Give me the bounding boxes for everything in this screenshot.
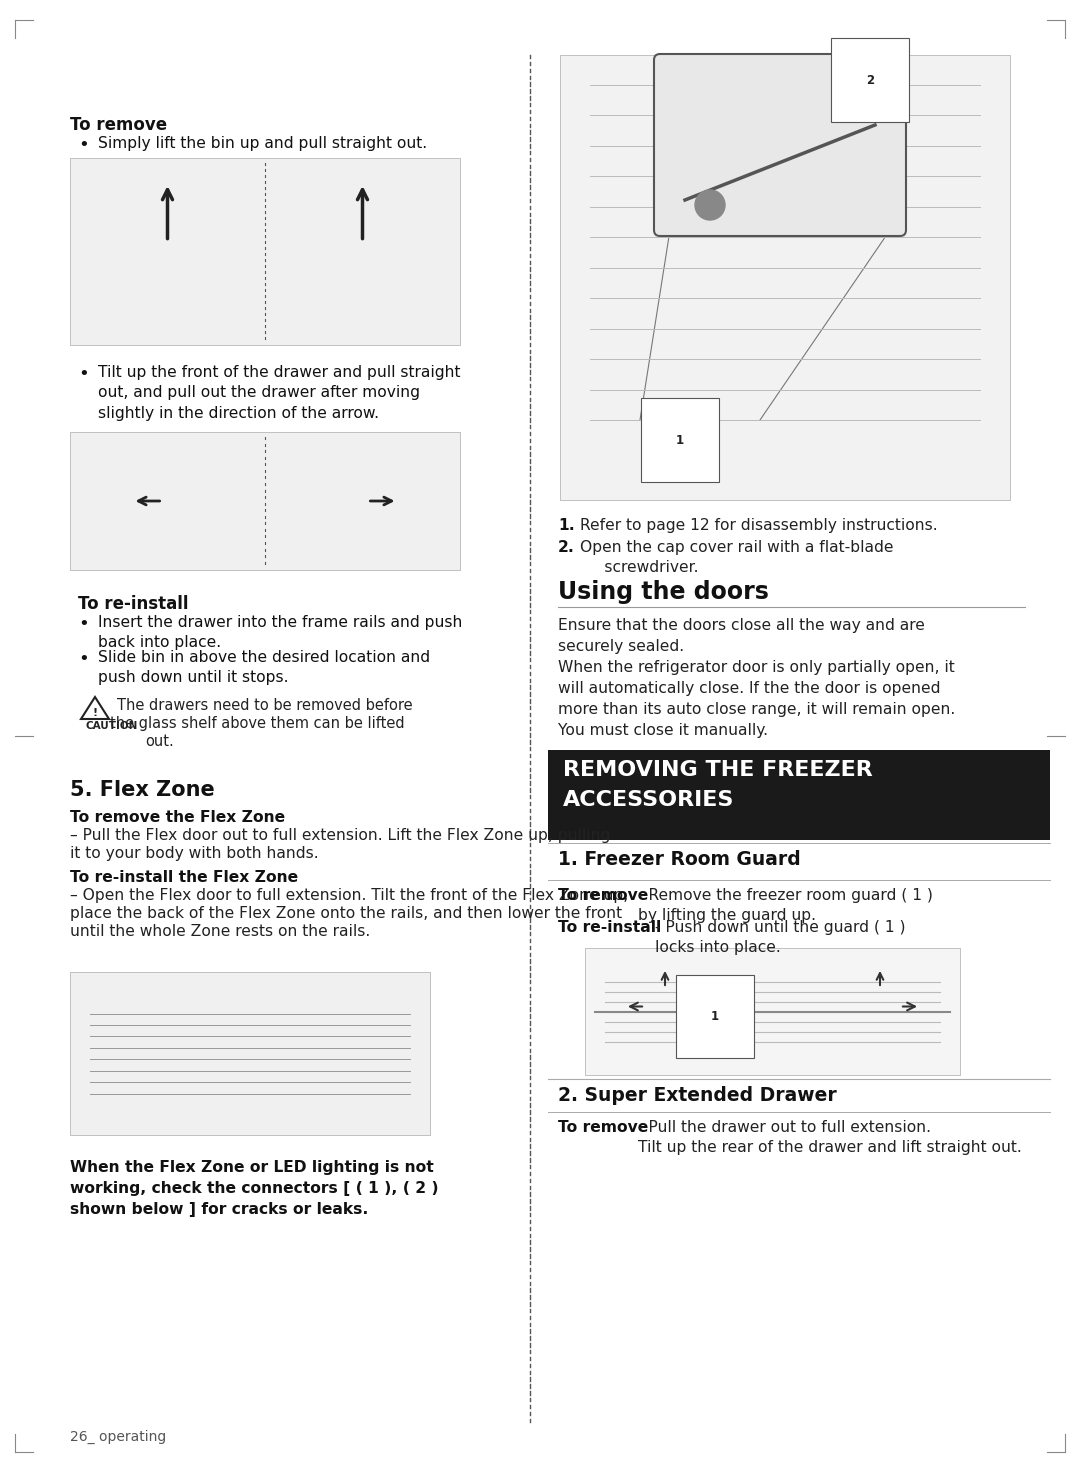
Text: To remove: To remove: [558, 888, 648, 902]
Text: 2. Super Extended Drawer: 2. Super Extended Drawer: [558, 1086, 837, 1105]
Text: When the Flex Zone or LED lighting is not
working, check the connectors [ ( 1 ),: When the Flex Zone or LED lighting is no…: [70, 1160, 438, 1217]
Text: the glass shelf above them can be lifted: the glass shelf above them can be lifted: [110, 715, 405, 732]
Text: •: •: [78, 365, 89, 383]
Text: Slide bin in above the desired location and
push down until it stops.: Slide bin in above the desired location …: [98, 651, 430, 686]
Bar: [70, 972, 430, 1135]
Text: To remove the Flex Zone: To remove the Flex Zone: [70, 810, 285, 824]
Circle shape: [696, 190, 725, 219]
Polygon shape: [81, 698, 109, 718]
Text: 1. Freezer Room Guard: 1. Freezer Room Guard: [558, 849, 800, 868]
Bar: [585, 948, 960, 1075]
Text: •: •: [78, 135, 89, 155]
Text: To remove: To remove: [558, 1120, 648, 1135]
Text: out.: out.: [145, 735, 174, 749]
Text: Simply lift the bin up and pull straight out.: Simply lift the bin up and pull straight…: [98, 135, 427, 152]
Text: REMOVING THE FREEZER: REMOVING THE FREEZER: [563, 760, 873, 780]
Text: – Open the Flex door to full extension. Tilt the front of the Flex Zone up,: – Open the Flex door to full extension. …: [70, 888, 629, 902]
Text: 1: 1: [711, 1010, 719, 1023]
Text: Open the cap cover rail with a flat-blade
     screwdriver.: Open the cap cover rail with a flat-blad…: [580, 540, 893, 576]
Bar: [561, 54, 1010, 500]
Text: until the whole Zone rests on the rails.: until the whole Zone rests on the rails.: [70, 924, 370, 939]
Text: !: !: [93, 708, 97, 718]
Text: Insert the drawer into the frame rails and push
back into place.: Insert the drawer into the frame rails a…: [98, 615, 462, 651]
Text: - Pull the drawer out to full extension.
Tilt up the rear of the drawer and lift: - Pull the drawer out to full extension.…: [638, 1120, 1022, 1156]
Text: 2.: 2.: [558, 540, 575, 555]
Text: Tilt up the front of the drawer and pull straight
out, and pull out the drawer a: Tilt up the front of the drawer and pull…: [98, 365, 460, 421]
Text: To re-install: To re-install: [78, 595, 189, 612]
Text: 1: 1: [676, 433, 684, 446]
Text: Refer to page 12 for disassembly instructions.: Refer to page 12 for disassembly instruc…: [580, 518, 937, 533]
Text: The drawers need to be removed before: The drawers need to be removed before: [117, 698, 413, 712]
Text: - Remove the freezer room guard ( 1 )
by lifting the guard up.: - Remove the freezer room guard ( 1 ) by…: [638, 888, 933, 923]
Text: CAUTION: CAUTION: [85, 721, 137, 732]
Text: •: •: [78, 651, 89, 668]
Text: – Pull the Flex door out to full extension. Lift the Flex Zone up, pulling: – Pull the Flex door out to full extensi…: [70, 827, 610, 843]
Text: Using the doors: Using the doors: [558, 580, 769, 604]
Text: 5. Flex Zone: 5. Flex Zone: [70, 780, 215, 799]
Text: ACCESSORIES: ACCESSORIES: [563, 790, 734, 810]
Text: 26_ operating: 26_ operating: [70, 1429, 166, 1444]
Bar: [70, 431, 460, 570]
Text: •: •: [78, 615, 89, 633]
Text: place the back of the Flex Zone onto the rails, and then lower the front: place the back of the Flex Zone onto the…: [70, 905, 622, 921]
Text: To re-install the Flex Zone: To re-install the Flex Zone: [70, 870, 298, 885]
FancyBboxPatch shape: [654, 54, 906, 236]
Text: To remove: To remove: [70, 116, 167, 134]
Text: To re-install: To re-install: [558, 920, 661, 935]
Bar: [548, 751, 1050, 841]
Text: - Push down until the guard ( 1 )
locks into place.: - Push down until the guard ( 1 ) locks …: [654, 920, 905, 955]
Text: 2: 2: [866, 74, 874, 87]
Text: Ensure that the doors close all the way and are
securely sealed.
When the refrig: Ensure that the doors close all the way …: [558, 618, 955, 737]
Text: it to your body with both hands.: it to your body with both hands.: [70, 846, 319, 861]
Text: 1.: 1.: [558, 518, 575, 533]
Bar: [70, 158, 460, 344]
